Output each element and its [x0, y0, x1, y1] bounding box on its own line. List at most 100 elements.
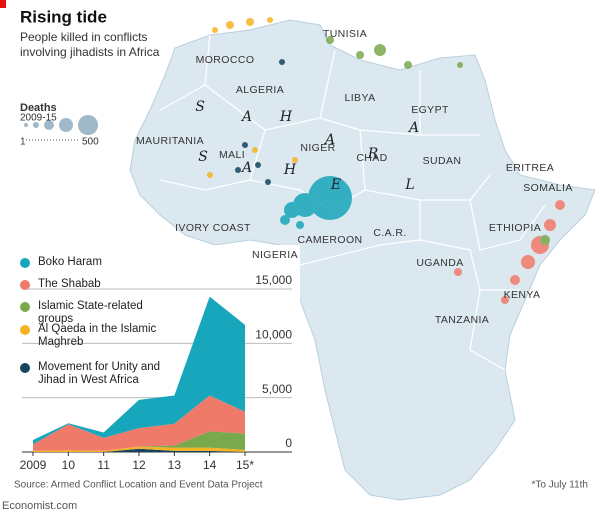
- region-letter: H: [279, 109, 293, 125]
- brand: Economist.com: [2, 500, 77, 512]
- event-dot: [255, 162, 261, 168]
- event-dot: [235, 167, 241, 173]
- event-dot: [540, 235, 550, 245]
- y-tick-label: 15,000: [255, 273, 292, 287]
- title: Rising tide: [20, 7, 107, 26]
- legend-label: Movement for Unity and Jihad in West Afr…: [38, 361, 161, 386]
- country-label: MAURITANIA: [136, 135, 204, 147]
- x-tick-label: 11: [97, 458, 110, 472]
- legend-label: Islamic State-related groups: [38, 300, 143, 325]
- event-dot: [212, 27, 218, 33]
- country-label: KENYA: [503, 289, 541, 301]
- region-letter: L: [404, 177, 414, 193]
- area: [33, 395, 245, 451]
- region-letter: E: [330, 177, 341, 193]
- area: [33, 431, 245, 451]
- country-label: UGANDA: [416, 257, 464, 269]
- country-label: MOROCCO: [195, 54, 255, 66]
- region-letter: A: [240, 160, 252, 176]
- legend-swatch: [20, 280, 30, 290]
- africa-land: [129, 19, 596, 501]
- x-tick-label: 13: [168, 458, 182, 472]
- event-dots: [207, 17, 565, 304]
- borders: [159, 34, 546, 371]
- region-letter: A: [407, 120, 419, 136]
- area: [33, 296, 245, 445]
- event-dot: [374, 44, 386, 56]
- country-label: ALGERIA: [235, 84, 285, 96]
- region-letter: H: [283, 162, 297, 178]
- event-dot: [280, 215, 290, 225]
- legend-swatch: [20, 325, 30, 335]
- event-dot: [279, 59, 285, 65]
- country-label: ERITREA: [505, 162, 555, 174]
- event-dot: [326, 36, 334, 44]
- size-min-label: 1: [20, 137, 26, 148]
- country-label: CHAD: [356, 152, 388, 164]
- size-circle: [33, 122, 39, 128]
- country-label: TANZANIA: [434, 314, 490, 326]
- size-circle: [78, 115, 98, 135]
- event-dot: [226, 21, 234, 29]
- event-dot: [242, 142, 248, 148]
- legend-label: Boko Haram: [38, 256, 102, 268]
- country-label: NIGER: [300, 142, 336, 154]
- region-letter: R: [367, 146, 379, 162]
- region-letter: A: [240, 109, 252, 125]
- y-tick-label: 5,000: [262, 382, 292, 396]
- region-letter: A: [323, 132, 335, 148]
- size-legend: [24, 115, 98, 141]
- event-dot: [521, 255, 535, 269]
- legend-swatch: [20, 258, 30, 268]
- event-dot: [284, 202, 300, 218]
- event-dot: [292, 157, 298, 163]
- size-legend-title: Deaths: [20, 102, 57, 114]
- country-label: SUDAN: [422, 155, 462, 167]
- size-legend-subtitle: 2009-15: [20, 113, 57, 124]
- country-label: SOMALIA: [523, 182, 573, 194]
- event-dot: [457, 62, 463, 68]
- size-circle: [24, 123, 28, 127]
- x-tick-label: 2009: [20, 458, 47, 472]
- size-circle: [44, 120, 54, 130]
- event-dot: [454, 268, 462, 276]
- event-dot: [296, 221, 304, 229]
- event-dot: [501, 296, 509, 304]
- region-letter: S: [198, 149, 208, 165]
- size-circle: [59, 118, 73, 132]
- country-label: IVORY COAST: [175, 222, 251, 234]
- region-letter: S: [195, 99, 205, 115]
- note: *To July 11th: [531, 480, 588, 491]
- event-dot: [252, 147, 258, 153]
- country-label: TUNISIA: [322, 28, 368, 40]
- x-tick-label: 12: [132, 458, 146, 472]
- country-label: NIGERIA: [252, 249, 298, 261]
- country-label: EGYPT: [411, 104, 449, 116]
- event-dot: [404, 61, 412, 69]
- event-dot: [510, 275, 520, 285]
- x-tick-label: 15*: [236, 458, 254, 472]
- event-dot: [544, 219, 556, 231]
- legend-swatch: [20, 302, 30, 312]
- legend-swatch: [20, 363, 30, 373]
- event-dot: [207, 172, 213, 178]
- legend-label: Al Qaeda in the Islamic Maghreb: [38, 323, 157, 348]
- x-tick-label: 10: [62, 458, 76, 472]
- country-label: LIBYA: [344, 92, 376, 104]
- country-label: CAMEROON: [297, 234, 363, 246]
- legend-label: The Shabab: [38, 278, 101, 290]
- event-dot: [265, 179, 271, 185]
- event-dot: [267, 17, 273, 23]
- event-dot: [555, 200, 565, 210]
- event-dot: [356, 51, 364, 59]
- size-max-label: 500: [82, 137, 99, 148]
- event-dot: [246, 18, 254, 26]
- y-tick-label: 0: [285, 436, 292, 450]
- x-tick-label: 14: [203, 458, 217, 472]
- brand-tag: [0, 0, 6, 8]
- source: Source: Armed Conflict Location and Even…: [14, 480, 263, 491]
- country-label: ETHIOPIA: [488, 222, 542, 234]
- subtitle: People killed in conflicts involving jih…: [20, 30, 160, 59]
